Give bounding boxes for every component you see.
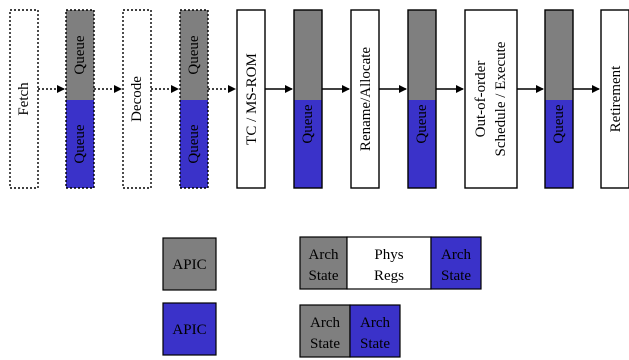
fetch-label: Fetch bbox=[16, 82, 32, 116]
arch-state-blue-box-2 bbox=[349, 304, 401, 358]
tc-msrom-stage bbox=[236, 9, 266, 189]
queue-4-bottom bbox=[408, 100, 436, 188]
fetch-stage bbox=[9, 9, 39, 189]
arch-state-gray-box-2 bbox=[299, 304, 351, 358]
queue-1-bottom-label: Queue bbox=[72, 124, 88, 163]
arch-state-gray-line2: State bbox=[309, 268, 339, 284]
apic-blue-box bbox=[162, 302, 217, 356]
queue-2-top-label: Queue bbox=[186, 35, 202, 74]
apic-blue-label: APIC bbox=[172, 322, 206, 338]
rename-label: Rename/Allocate bbox=[358, 47, 374, 151]
queue-2-bottom-label: Queue bbox=[186, 124, 202, 163]
queue-2-bottom bbox=[180, 100, 208, 188]
queue-2-border bbox=[179, 9, 209, 189]
queue-4-bottom-label: Queue bbox=[414, 104, 430, 143]
arch-state-gray-box bbox=[299, 236, 348, 290]
arch-state-blue-2-line1: Arch bbox=[360, 315, 390, 331]
queue-5-top bbox=[545, 10, 573, 100]
arch-state-blue-line1: Arch bbox=[441, 247, 471, 263]
queue-3-top bbox=[294, 10, 322, 100]
phys-regs-line2: Regs bbox=[374, 268, 404, 284]
queue-1-top-label: Queue bbox=[72, 35, 88, 74]
phys-regs-line1: Phys bbox=[374, 247, 403, 263]
apic-gray-label: APIC bbox=[172, 257, 206, 273]
arch-state-gray-2-line2: State bbox=[310, 336, 340, 352]
queue-3-bottom bbox=[294, 100, 322, 188]
queue-4-top bbox=[408, 10, 436, 100]
apic-gray-box bbox=[162, 237, 217, 291]
queue-3-bottom-label: Queue bbox=[300, 104, 316, 143]
queue-5-bottom bbox=[545, 100, 573, 188]
queue-4-border bbox=[407, 9, 437, 189]
queue-1-top bbox=[66, 10, 94, 100]
retirement-stage bbox=[600, 9, 629, 189]
queue-5-border bbox=[544, 9, 574, 189]
ooo-stage bbox=[464, 9, 518, 189]
decode-stage bbox=[122, 9, 152, 189]
decode-label: Decode bbox=[129, 76, 145, 122]
rename-stage bbox=[350, 9, 380, 189]
phys-regs-box bbox=[346, 236, 432, 290]
arch-state-blue-line2: State bbox=[441, 268, 471, 284]
queue-3-border bbox=[293, 9, 323, 189]
queue-1-border bbox=[65, 9, 95, 189]
retirement-label: Retirement bbox=[608, 65, 624, 132]
tc-msrom-label: TC / MS-ROM bbox=[244, 53, 260, 145]
queue-1-bottom bbox=[66, 100, 94, 188]
queue-2-top bbox=[180, 10, 208, 100]
arch-state-gray-2-line1: Arch bbox=[310, 315, 340, 331]
arch-state-gray-line1: Arch bbox=[309, 247, 339, 263]
arch-state-blue-2-line2: State bbox=[360, 336, 390, 352]
queue-5-bottom-label: Queue bbox=[551, 104, 567, 143]
arch-state-blue-box bbox=[430, 236, 482, 290]
ooo-label-line1: Out-of-order bbox=[473, 61, 489, 138]
ooo-label-line2: Schedule / Execute bbox=[493, 41, 509, 156]
